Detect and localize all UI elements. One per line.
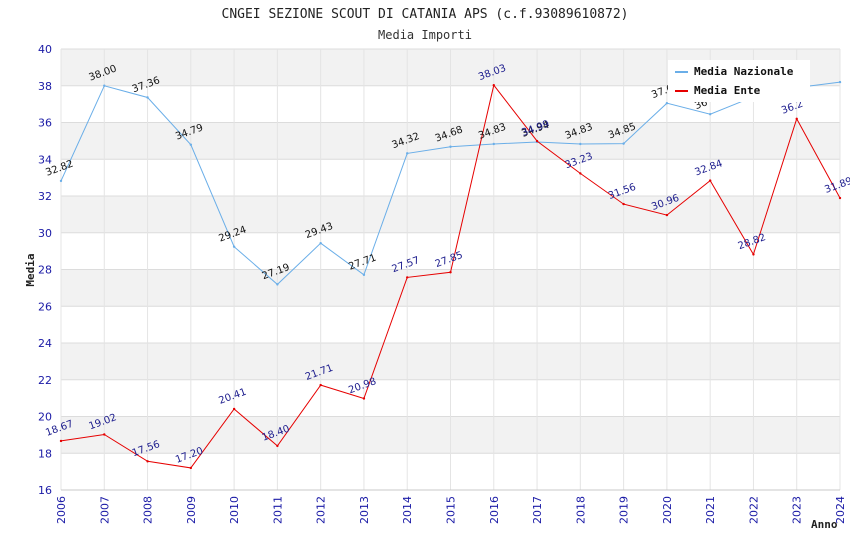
x-tick-label: 2023 [791,496,804,524]
data-point [59,439,63,443]
x-tick-label: 2021 [704,496,717,524]
x-tick-label: 2014 [401,496,414,524]
data-point [276,444,279,448]
y-tick-label: 22 [38,374,52,387]
y-tick-label: 34 [38,153,52,166]
data-point [362,397,366,400]
data-point [622,142,625,145]
series-lines [59,80,842,470]
data-point [795,117,798,121]
data-point [665,102,669,105]
data-label: 32.84 [693,158,724,178]
data-point [189,466,193,470]
x-tick-label: 2020 [661,496,674,524]
data-point [232,245,236,248]
x-tick-label: 2011 [271,496,284,524]
y-tick-label: 20 [38,411,52,424]
y-tick-label: 18 [38,447,52,460]
data-point [492,83,495,87]
y-tick-label: 32 [38,190,52,203]
data-point [579,172,582,175]
x-tick-label: 2008 [142,496,155,524]
data-label: 27.85 [434,250,465,270]
data-point [276,283,279,286]
x-tick-label: 2018 [574,496,587,524]
data-point [449,145,452,148]
data-point [708,179,712,182]
data-point [189,143,193,146]
y-tick-label: 40 [38,43,52,56]
data-label: 20.41 [217,387,248,407]
data-point [492,142,495,146]
y-tick-label: 24 [38,337,52,350]
y-tick-label: 16 [38,484,52,497]
x-tick-label: 2009 [185,496,198,524]
data-point [752,253,755,256]
data-point [103,84,106,87]
data-point [232,407,236,411]
data-point [579,142,582,146]
data-point [146,460,149,463]
y-axis-label: Media [24,253,37,286]
data-point [838,196,842,200]
x-tick-label: 2016 [488,496,501,524]
x-tick-label: 2012 [315,496,328,524]
data-point [319,242,322,245]
x-tick-label: 2007 [98,496,111,524]
x-axis-ticks: 2006 2007 2008 2009 2010 2011 2012 2013 2014 2015… [55,496,847,524]
x-tick-label: 2024 [834,496,847,524]
data-point [406,152,409,155]
data-point [449,271,452,274]
data-point [103,433,106,436]
data-point [319,383,322,387]
y-tick-label: 28 [38,264,52,277]
data-point [838,80,842,84]
x-tick-label: 2006 [55,496,68,524]
x-tick-label: 2019 [618,496,631,524]
x-tick-label: 2022 [747,496,760,524]
data-point [59,179,63,183]
y-tick-label: 38 [38,80,52,93]
x-tick-label: 2010 [228,496,241,524]
legend-label-media-ente: Media Ente [694,84,761,97]
y-axis-ticks: 16 18 20 22 24 26 28 30 32 34 36 38 40 [38,43,52,497]
data-point [535,139,539,143]
x-tick-label: 2013 [358,496,371,524]
y-tick-label: 26 [38,300,52,313]
data-point [146,96,149,99]
data-point [665,213,669,217]
chart-subtitle: Media Importi [378,28,472,42]
x-tick-label: 2017 [531,496,544,524]
data-point [708,113,712,116]
data-point [622,202,625,206]
gridlines [60,48,841,491]
data-point [362,273,366,277]
data-label: 28.82 [737,232,768,252]
x-tick-label: 2015 [445,496,458,524]
y-tick-label: 36 [38,117,52,130]
x-axis-label: Anno [811,518,838,531]
legend-label-media-nazionale: Media Nazionale [694,65,794,78]
legend-box [668,60,810,102]
chart-title: CNGEI SEZIONE SCOUT DI CATANIA APS (c.f.… [222,7,629,22]
data-point [406,276,409,279]
legend: Media Nazionale Media Ente [668,60,810,102]
y-tick-label: 30 [38,227,52,240]
